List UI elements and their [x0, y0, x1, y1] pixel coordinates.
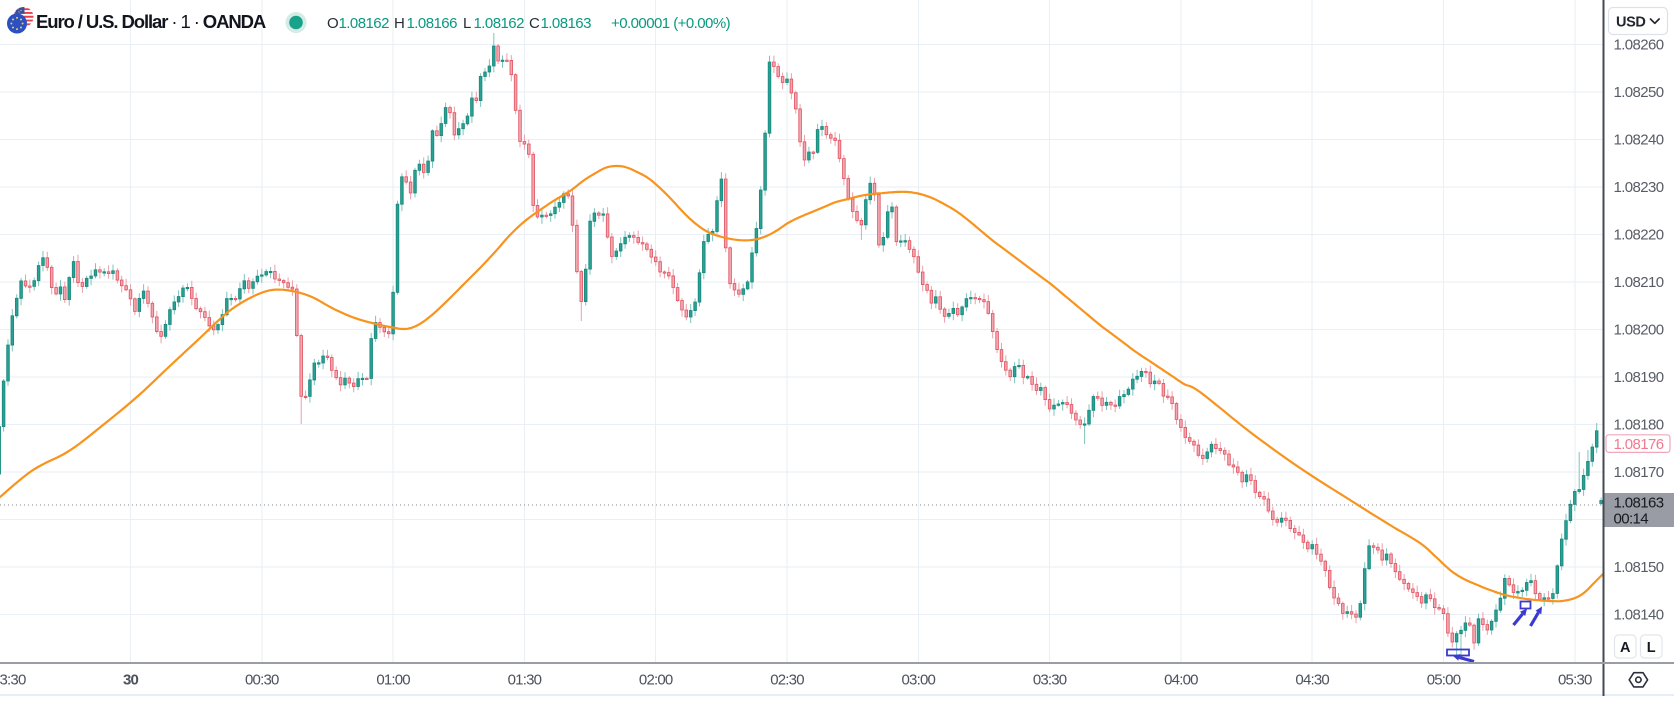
svg-text:1.08150: 1.08150 [1614, 559, 1664, 576]
svg-text:USD: USD [1616, 15, 1645, 31]
svg-text:1.08220: 1.08220 [1614, 227, 1664, 244]
svg-text:C: C [529, 15, 540, 32]
svg-text:1.08162: 1.08162 [474, 15, 525, 32]
svg-text:O: O [327, 15, 338, 32]
svg-text:Euro / U.S. Dollar · 1 · OANDA: Euro / U.S. Dollar · 1 · OANDA [36, 11, 266, 32]
svg-text:1.08210: 1.08210 [1614, 274, 1664, 291]
svg-text:1.08240: 1.08240 [1614, 132, 1664, 149]
svg-text:05:00: 05:00 [1427, 672, 1461, 689]
svg-text:01:00: 01:00 [376, 672, 410, 689]
svg-text:1.08140: 1.08140 [1614, 607, 1664, 624]
svg-text:04:00: 04:00 [1164, 672, 1198, 689]
svg-text:+0.00001 (+0.00%): +0.00001 (+0.00%) [611, 15, 731, 32]
svg-text:04:30: 04:30 [1295, 672, 1329, 689]
svg-text:1.08180: 1.08180 [1614, 417, 1664, 434]
svg-text:1.08230: 1.08230 [1614, 179, 1664, 196]
svg-text:03:00: 03:00 [902, 672, 936, 689]
svg-text:H: H [394, 15, 404, 32]
svg-text:1.08250: 1.08250 [1614, 84, 1664, 101]
svg-text:1.08176: 1.08176 [1614, 436, 1664, 453]
svg-text:00:30: 00:30 [245, 672, 279, 689]
svg-text:30: 30 [123, 672, 139, 689]
svg-text:1.08162: 1.08162 [339, 15, 390, 32]
svg-text:1.08166: 1.08166 [407, 15, 458, 32]
svg-text:3:30: 3:30 [0, 672, 26, 689]
svg-text:1.08200: 1.08200 [1614, 322, 1664, 339]
svg-text:03:30: 03:30 [1033, 672, 1067, 689]
svg-text:1.08190: 1.08190 [1614, 369, 1664, 386]
svg-text:00:14: 00:14 [1614, 511, 1649, 528]
svg-text:1.08163: 1.08163 [541, 15, 592, 32]
svg-text:1.08260: 1.08260 [1614, 37, 1664, 54]
svg-text:1.08170: 1.08170 [1614, 464, 1664, 481]
svg-text:01:30: 01:30 [508, 672, 542, 689]
svg-text:02:00: 02:00 [639, 672, 673, 689]
svg-text:L: L [1647, 640, 1656, 656]
svg-text:L: L [463, 15, 471, 32]
svg-text:1.08163: 1.08163 [1614, 495, 1664, 512]
svg-text:A: A [1620, 640, 1631, 656]
svg-text:05:30: 05:30 [1558, 672, 1592, 689]
svg-text:02:30: 02:30 [770, 672, 804, 689]
